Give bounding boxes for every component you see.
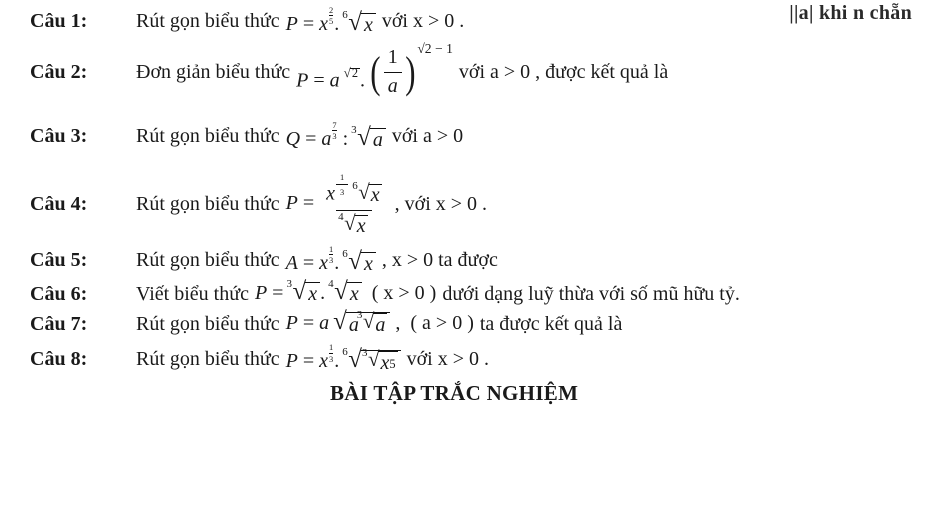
question-condition: ta được kết quả là: [480, 313, 622, 336]
question-condition: , với x > 0 .: [395, 193, 487, 216]
question-content: Rút gọn biểu thức P = x13 6√x4√x , với x…: [136, 171, 487, 238]
question-condition: với a > 0: [392, 125, 463, 148]
math-expression: P = a√a3√a , ( a > 0 ): [286, 312, 474, 337]
question-label: Câu 7:: [30, 313, 108, 336]
question-label: Câu 4:: [30, 193, 108, 216]
question-prefix: Rút gọn biểu thức: [136, 10, 280, 33]
question-content: Rút gọn biểu thức P = a√a3√a , ( a > 0 )…: [136, 312, 622, 337]
question-condition: dưới dạng luỹ thừa với số mũ hữu tỷ.: [442, 283, 740, 306]
question-prefix: Rút gọn biểu thức: [136, 249, 280, 272]
math-expression: P = x13. 6√3√x5: [286, 343, 401, 375]
question-label: Câu 3:: [30, 125, 108, 148]
question-content: Viết biểu thức P = 3√x. 4√x ( x > 0 ) dư…: [136, 282, 740, 306]
question-condition: với x > 0 .: [407, 348, 489, 371]
question-list: Câu 1: Rút gọn biểu thức P = x25. 6√x vớ…: [30, 6, 916, 375]
question-prefix: Rút gọn biểu thức: [136, 313, 280, 336]
math-expression: P = 3√x. 4√x ( x > 0 ): [255, 282, 436, 306]
math-expression: P = x25. 6√x: [286, 6, 376, 37]
question-row: Câu 6: Viết biểu thức P = 3√x. 4√x ( x >…: [30, 282, 916, 306]
question-prefix: Rút gọn biểu thức: [136, 348, 280, 371]
question-prefix: Viết biểu thức: [136, 283, 249, 306]
question-prefix: Đơn giản biểu thức: [136, 61, 290, 84]
question-label: Câu 6:: [30, 283, 108, 306]
question-label: Câu 8:: [30, 348, 108, 371]
question-condition: , x > 0 ta được: [382, 249, 498, 272]
question-label: Câu 2:: [30, 61, 108, 84]
question-content: Rút gọn biểu thức A = x13. 6√x , x > 0 t…: [136, 245, 498, 276]
question-content: Đơn giản biểu thức P = a√2. (1a)√2 − 1 v…: [136, 45, 668, 99]
question-row: Câu 5: Rút gọn biểu thức A = x13. 6√x , …: [30, 245, 916, 276]
math-expression: A = x13. 6√x: [286, 245, 376, 276]
question-prefix: Rút gọn biểu thức: [136, 193, 280, 216]
math-expression: P = a√2. (1a)√2 − 1: [296, 45, 453, 99]
question-row: Câu 8: Rút gọn biểu thức P = x13. 6√3√x5…: [30, 343, 916, 375]
question-content: Rút gọn biểu thức P = x25. 6√x với x > 0…: [136, 6, 464, 37]
question-row: Câu 4: Rút gọn biểu thức P = x13 6√x4√x …: [30, 171, 916, 238]
question-row: Câu 3: Rút gọn biểu thức Q = a73 : 3√a v…: [30, 107, 916, 165]
question-row: Câu 7: Rút gọn biểu thức P = a√a3√a , ( …: [30, 312, 916, 337]
question-row: Câu 2: Đơn giản biểu thức P = a√2. (1a)√…: [30, 43, 916, 101]
math-expression: Q = a73 : 3√a: [286, 121, 386, 152]
question-prefix: Rút gọn biểu thức: [136, 125, 280, 148]
math-expression: P = x13 6√x4√x: [286, 171, 389, 238]
section-heading: BÀI TẬP TRẮC NGHIỆM: [330, 381, 916, 406]
question-condition: với a > 0 , được kết quả là: [459, 61, 668, 84]
question-condition: với x > 0 .: [382, 10, 464, 33]
question-content: Rút gọn biểu thức Q = a73 : 3√a với a > …: [136, 121, 463, 152]
question-label: Câu 1:: [30, 10, 108, 33]
question-label: Câu 5:: [30, 249, 108, 272]
question-content: Rút gọn biểu thức P = x13. 6√3√x5 với x …: [136, 343, 489, 375]
question-row: Câu 1: Rút gọn biểu thức P = x25. 6√x vớ…: [30, 6, 916, 37]
page-edge-fragment: ||a| khi n chẵn: [789, 2, 912, 25]
